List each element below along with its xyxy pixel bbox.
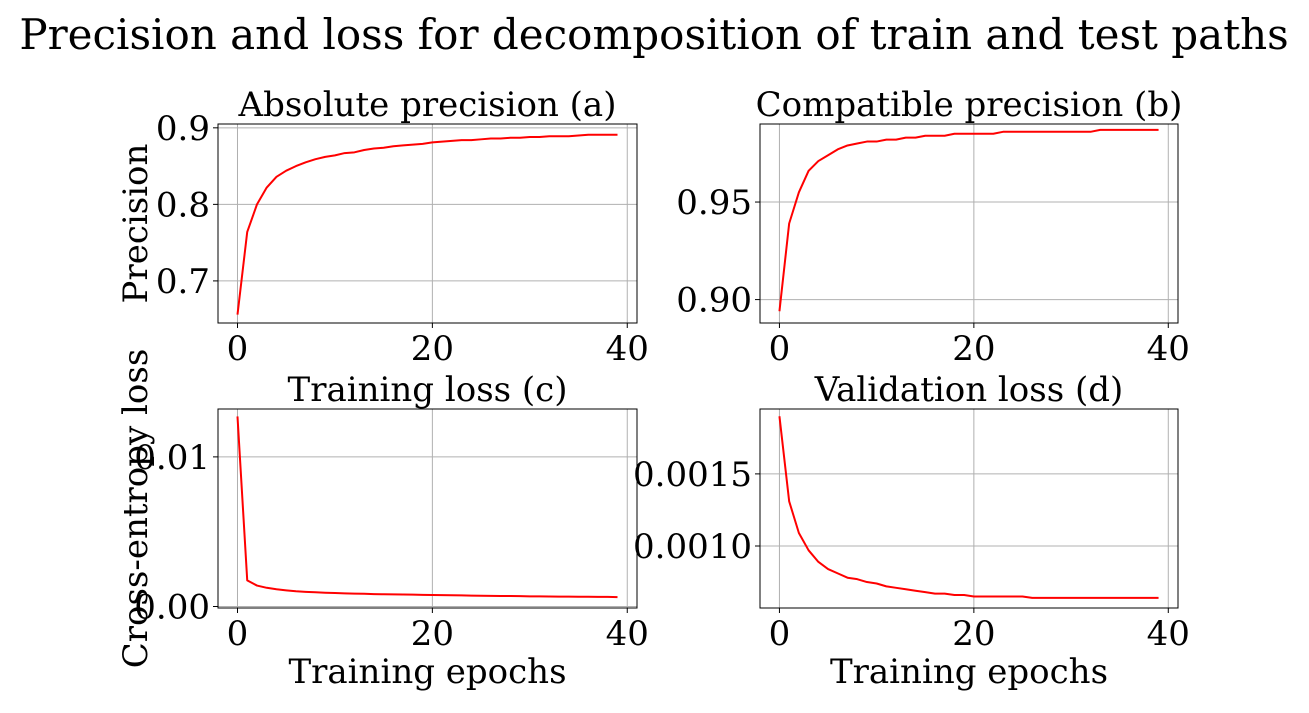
y-tick-label: 0.8 — [156, 185, 210, 225]
y-tick-label: 0.00 — [134, 588, 210, 628]
subplot-4: 0 20 40 0.0010 0.0015 Validation loss (d) Trai… — [633, 370, 1190, 692]
series-line — [236, 416, 618, 599]
y-tick-label: 0.90 — [676, 281, 752, 321]
x-axis-label: Training epochs — [288, 652, 566, 692]
axes-frame — [217, 408, 638, 609]
x-tick-label: 0 — [227, 614, 249, 654]
x-tick-label: 40 — [1147, 614, 1190, 654]
subplot-3: 0 20 40 0.00 0.01 Training loss (c) Training e… — [116, 349, 649, 692]
subplot-title: Compatible precision (b) — [756, 85, 1183, 125]
x-tick-label: 20 — [411, 329, 454, 369]
series-line — [236, 133, 618, 315]
axes-frame — [759, 408, 1179, 609]
x-tick-label: 20 — [952, 329, 995, 369]
y-tick-label: 0.01 — [134, 438, 210, 478]
x-tick-label: 40 — [606, 614, 649, 654]
subplot-title: Training loss (c) — [288, 370, 568, 410]
y-axis-label: Precision — [116, 144, 156, 304]
y-tick-label: 0.9 — [156, 109, 210, 149]
x-axis-label: Training epochs — [830, 652, 1108, 692]
x-tick-label: 20 — [411, 614, 454, 654]
x-tick-label: 40 — [1147, 329, 1190, 369]
x-tick-label: 0 — [227, 329, 249, 369]
y-tick-label: 0.0010 — [633, 527, 752, 567]
subplot-2: 0 20 40 0.90 0.95 Compatible precision (b) — [676, 85, 1190, 369]
series-line — [778, 416, 1159, 599]
subplot-title: Validation loss (d) — [814, 370, 1124, 410]
x-tick-label: 20 — [952, 614, 995, 654]
x-tick-label: 0 — [769, 329, 791, 369]
y-tick-label: 0.7 — [156, 262, 210, 302]
y-axis-label: Cross-entropy loss — [116, 349, 156, 669]
y-tick-label: 0.0015 — [633, 455, 752, 495]
axes-frame — [759, 123, 1179, 324]
figure-suptitle: Precision and loss for decomposition of … — [19, 10, 1288, 59]
subplot-title: Absolute precision (a) — [238, 85, 617, 125]
y-tick-label: 0.95 — [676, 183, 752, 223]
x-tick-label: 40 — [606, 329, 649, 369]
axes-frame — [217, 123, 638, 324]
subplot-1: 0 20 40 0.7 0.8 0.9 Absolute precision (a) Prec… — [116, 85, 649, 369]
series-line — [778, 128, 1159, 312]
x-tick-label: 0 — [769, 614, 791, 654]
